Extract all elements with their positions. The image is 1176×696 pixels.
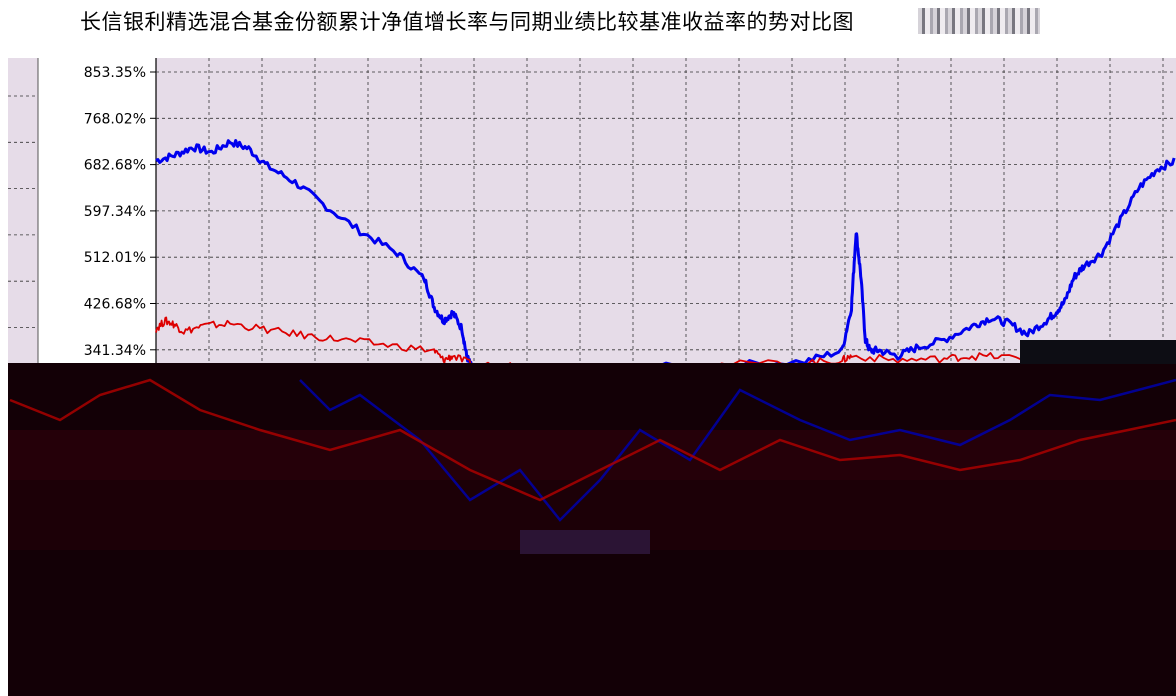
- y-tick-label: 768.02%: [84, 111, 146, 127]
- chart-title-main: 长信银利精选混合基金份额累计净值增长率与同期业绩比较基准收益率的: [80, 10, 768, 34]
- y-tick-label: 512.01%: [84, 250, 146, 266]
- corrupted-block: [1020, 340, 1176, 364]
- title-noise-overlay: [918, 8, 1040, 34]
- grid-layer: [8, 58, 1176, 375]
- y-tick-label: 341.34%: [84, 343, 146, 359]
- band-line-red: [9, 378, 1176, 502]
- chart-title: 长信银利精选混合基金份额累计净值增长率与同期业绩比较基准收益率的势对比图: [80, 6, 1170, 36]
- thumb-panel: [8, 58, 38, 370]
- chart-title-tail: 势对比图: [768, 10, 854, 34]
- corrupted-stripe-1: [8, 430, 1176, 480]
- plot-area: [156, 58, 1176, 370]
- y-tick-layer: 853.35% 768.02% 682.68% 597.34% 512.01% 426.6…: [84, 65, 156, 359]
- corrupted-block-2: [520, 530, 650, 554]
- y-tick-label: 597.34%: [84, 204, 146, 220]
- y-tick-label: 426.68%: [84, 297, 146, 313]
- y-tick-label: 853.35%: [84, 65, 146, 81]
- y-tick-label: 682.68%: [84, 158, 146, 174]
- series-line-blue: [155, 139, 1176, 375]
- band-series-layer: [9, 378, 1176, 522]
